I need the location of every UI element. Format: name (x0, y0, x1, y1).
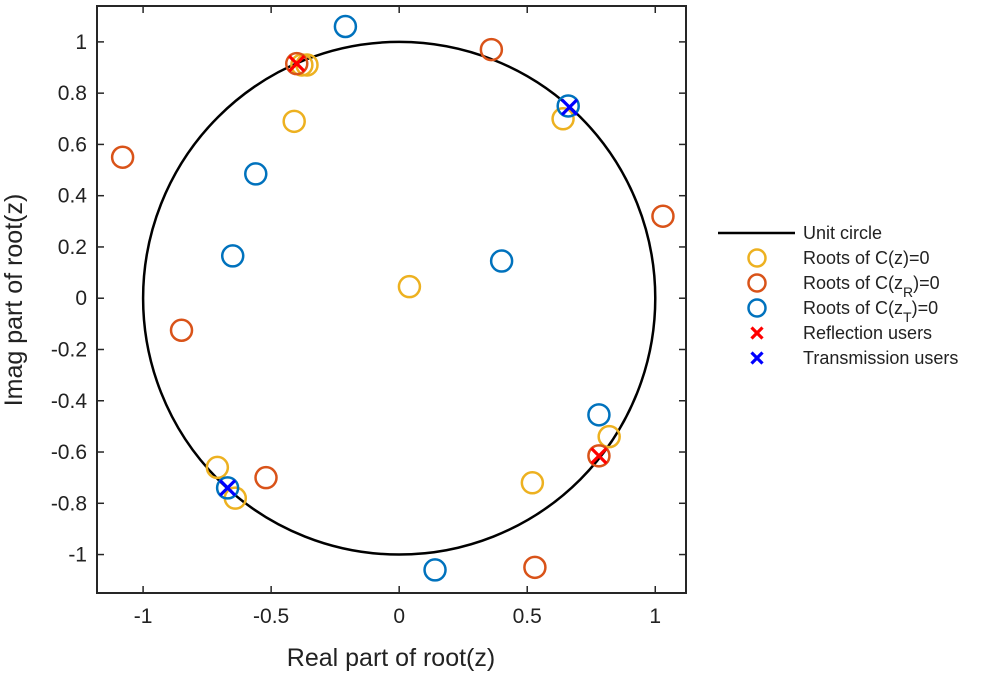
legend-swatch-reflection-users (750, 326, 764, 340)
series-transmission-users (218, 98, 579, 497)
user-marker (560, 98, 579, 116)
y-tick-label: 0.2 (58, 236, 87, 259)
plot-area-frame (96, 5, 687, 594)
y-tick-label: 0.6 (58, 133, 87, 156)
root-marker (556, 94, 580, 118)
y-tick-label: -0.4 (51, 390, 88, 413)
y-tick-label: -1 (68, 544, 87, 567)
legend-swatch-transmission-users (750, 351, 764, 365)
x-tick-label: 0.5 (513, 605, 542, 628)
y-tick-label: 0 (75, 287, 87, 310)
root-marker (520, 471, 545, 495)
root-marker (551, 107, 575, 131)
root-marker (523, 555, 547, 580)
x-tick-label: -0.5 (253, 605, 289, 628)
y-tick-label: 0.4 (58, 185, 88, 208)
root-marker (169, 318, 194, 343)
root-marker (333, 14, 358, 39)
x-tick-label: -1 (134, 605, 153, 628)
legend-label-roots-of-c-z-0: Roots of C(z)=0 (803, 248, 930, 268)
user-marker (218, 479, 237, 497)
unit-circle-line (141, 40, 657, 556)
y-tick-label: -0.6 (51, 441, 87, 464)
x-tick-label: 0 (393, 605, 405, 628)
x-axis-label: Real part of root(z) (287, 644, 495, 672)
root-marker (282, 109, 306, 134)
y-tick-label: -0.2 (51, 338, 87, 361)
x-tick-label: 1 (649, 605, 661, 628)
y-tick-label: 1 (75, 31, 87, 54)
user-marker (590, 447, 608, 465)
legend-label-unit-circle: Unit circle (803, 223, 882, 243)
root-marker (587, 444, 611, 468)
root-marker (479, 37, 504, 62)
legend-swatch-roots-of-c-z-r-0 (747, 273, 767, 293)
series-roots-of-c-z-0 (205, 53, 621, 510)
legend-label-reflection-users: Reflection users (803, 323, 932, 343)
user-marker (288, 55, 306, 73)
legend-swatch-roots-of-c-z-t-0 (747, 298, 767, 318)
series-roots-of-c-z-t-0 (215, 14, 611, 582)
legend-label-transmission-users: Transmission users (803, 348, 958, 368)
root-marker (110, 145, 135, 169)
root-marker (489, 249, 514, 273)
series-roots-of-c-z-r-0 (110, 37, 675, 580)
root-marker (397, 274, 422, 299)
root-marker (587, 403, 611, 427)
legend-swatch-roots-of-c-z-0 (747, 248, 767, 268)
root-marker (423, 558, 447, 582)
y-tick-label: -0.8 (51, 492, 87, 515)
root-marker (244, 162, 268, 186)
root-marker (597, 424, 621, 449)
series-reflection-users (288, 55, 608, 465)
root-marker (205, 455, 230, 480)
y-axis-label: Imag part of root(z) (0, 194, 28, 407)
y-tick-label: 0.8 (58, 82, 87, 105)
root-marker (215, 476, 240, 500)
root-marker (220, 244, 245, 268)
root-marker (651, 204, 675, 228)
root-marker (284, 51, 309, 76)
root-marker (254, 465, 278, 490)
